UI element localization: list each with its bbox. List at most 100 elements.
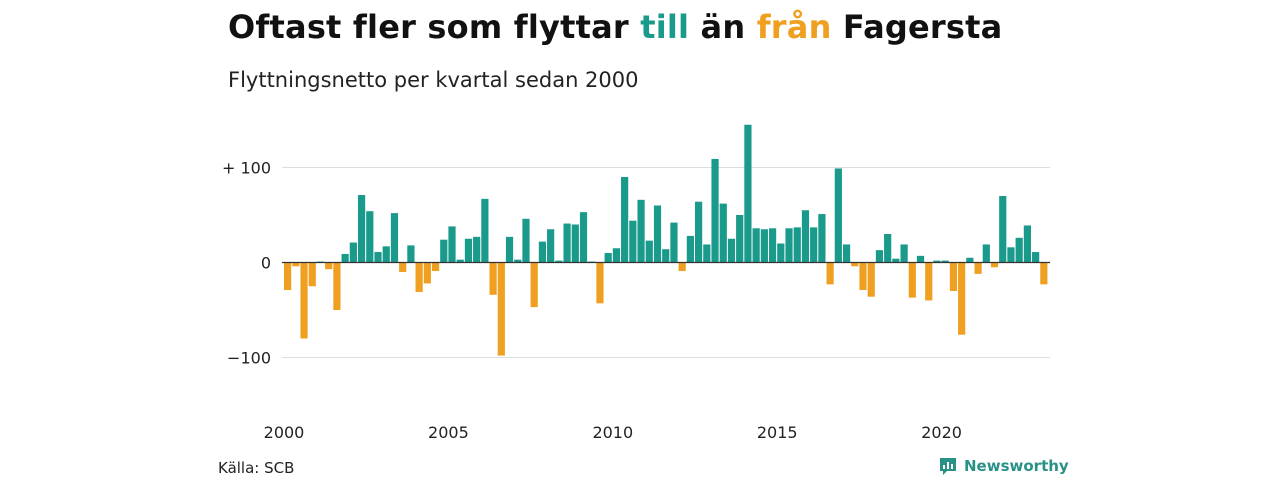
grid-lines [282, 167, 1050, 358]
title-part-till: till [640, 8, 690, 46]
bar [1015, 237, 1023, 263]
bar [390, 213, 399, 263]
bar [489, 262, 497, 295]
bar [974, 262, 982, 274]
bar [431, 262, 440, 272]
bar [900, 244, 908, 263]
title-part-fran: från [756, 8, 832, 46]
title-part-5: Fagersta [831, 8, 1003, 46]
bar [637, 199, 645, 263]
bar [357, 195, 366, 263]
title-part-3: än [689, 8, 757, 46]
chart-subtitle: Flyttningsnetto per kvartal sedan 2000 [228, 68, 639, 92]
bar [941, 260, 949, 263]
x-tick-label: 2000 [264, 423, 305, 442]
bar [999, 196, 1007, 263]
bar [736, 215, 744, 263]
y-tick-label: + 100 [222, 159, 271, 178]
bar [423, 262, 431, 284]
bar [653, 205, 662, 263]
bar [793, 227, 801, 263]
bar [374, 252, 382, 263]
bar [958, 262, 966, 335]
bar [727, 238, 736, 263]
newsworthy-logo-icon [940, 458, 956, 475]
x-tick-label: 2015 [757, 423, 798, 442]
bar [662, 249, 670, 263]
bar [859, 262, 867, 291]
bar [448, 226, 456, 263]
bar [834, 168, 842, 263]
newsworthy-logo: Newsworthy [938, 456, 1069, 476]
bar [949, 262, 958, 291]
bar [579, 212, 588, 263]
y-axis: + 100 0 −100 [222, 159, 271, 368]
bar [530, 262, 538, 308]
bar [604, 253, 612, 263]
bar [333, 262, 341, 310]
bar [571, 224, 579, 263]
bar [785, 228, 793, 263]
bar [810, 227, 818, 263]
x-tick-label: 2010 [592, 423, 633, 442]
bar [497, 262, 505, 356]
x-tick-label: 2005 [428, 423, 469, 442]
bar [982, 244, 990, 263]
bar [1007, 247, 1015, 263]
bar [645, 240, 653, 263]
bar [744, 124, 752, 263]
bar [933, 260, 941, 263]
bar [366, 211, 374, 263]
y-tick-label: 0 [261, 254, 271, 273]
bar [884, 234, 892, 263]
bar [407, 245, 415, 263]
bar [695, 201, 703, 263]
bars [284, 124, 1048, 356]
bar [464, 238, 473, 263]
bar [851, 262, 859, 267]
bar [473, 236, 481, 263]
bar [777, 243, 785, 263]
bar [990, 262, 999, 268]
bar [415, 262, 423, 292]
bar [678, 262, 686, 272]
bar [325, 262, 333, 270]
bar [440, 239, 448, 263]
bar [826, 262, 834, 285]
bar [752, 228, 760, 263]
chart-title: Oftast fler som flyttar till än från Fag… [228, 8, 1002, 46]
bar [547, 229, 555, 263]
x-tick-label: 2020 [921, 423, 962, 442]
bar [760, 229, 768, 263]
bar [563, 223, 571, 263]
bar [505, 236, 514, 263]
bar [538, 241, 547, 263]
bar [292, 262, 300, 267]
bar [867, 262, 875, 297]
bar [1023, 225, 1031, 263]
bar [481, 198, 489, 263]
bar [719, 203, 727, 263]
x-axis: 2000 2005 2010 2015 2020 [264, 423, 962, 442]
y-tick-label: −100 [227, 349, 271, 368]
bar [892, 258, 900, 263]
bar [456, 259, 464, 263]
bar [842, 244, 851, 263]
bar [522, 218, 530, 263]
bar [284, 262, 292, 291]
bar [875, 250, 884, 263]
bar [308, 262, 316, 287]
bar [908, 262, 916, 298]
bar [612, 248, 620, 263]
bar [1032, 252, 1040, 263]
bar [341, 253, 349, 263]
bar [686, 235, 694, 263]
bar [349, 242, 357, 263]
bar [621, 177, 629, 263]
bar [916, 255, 925, 263]
bar [966, 257, 974, 263]
bar [768, 228, 777, 263]
bar [596, 262, 604, 304]
bar [711, 158, 719, 263]
